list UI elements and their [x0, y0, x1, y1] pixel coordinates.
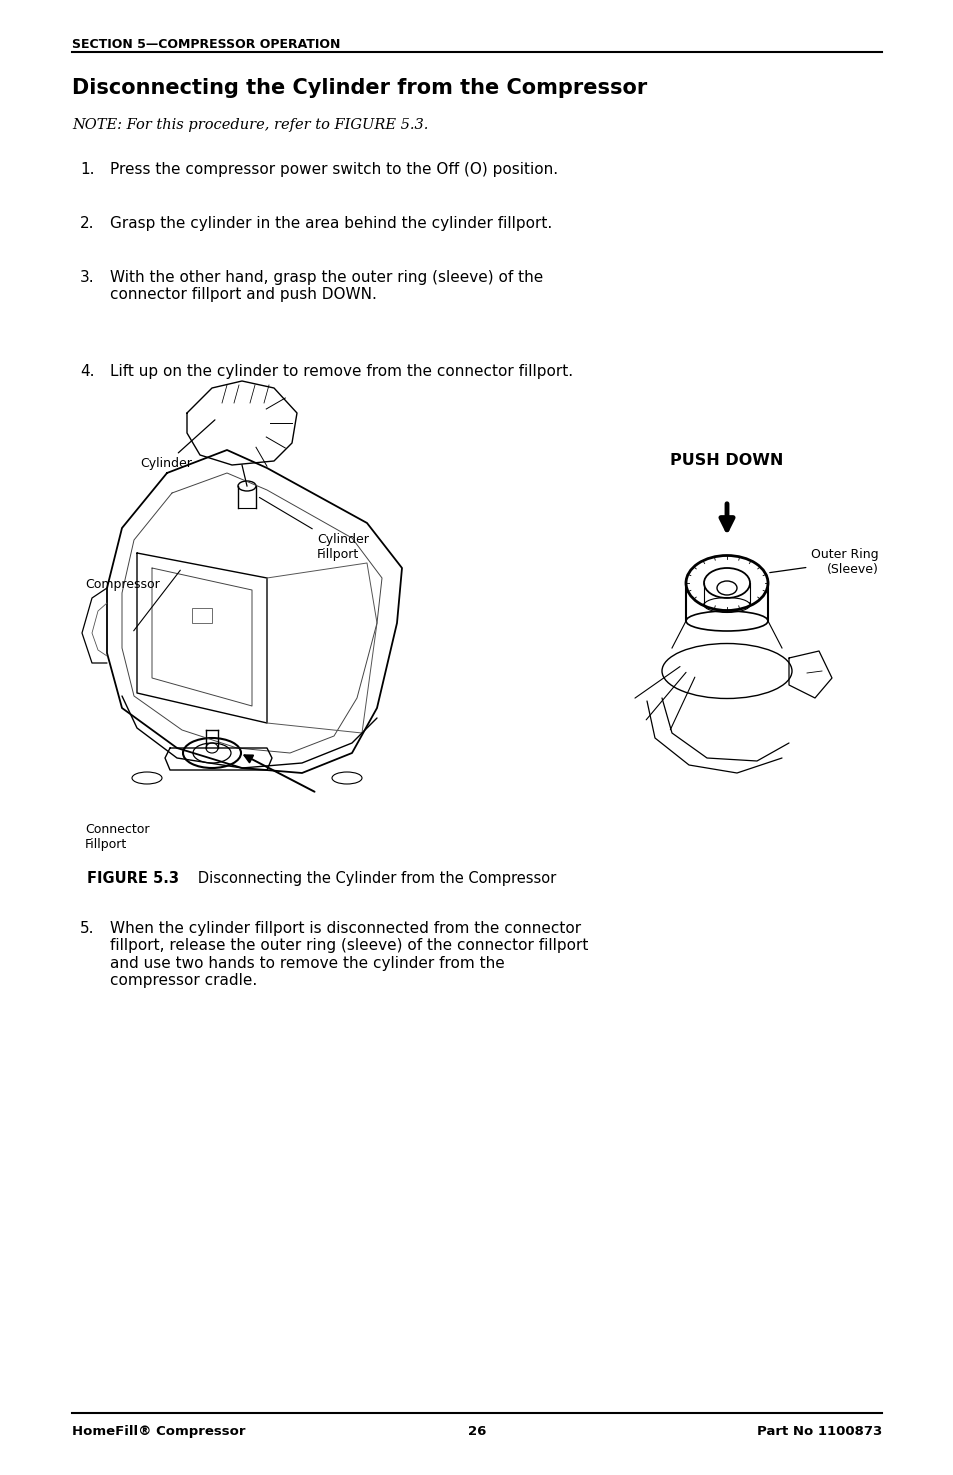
Text: 3.: 3. — [80, 270, 94, 285]
Text: When the cylinder fillport is disconnected from the connector
fillport, release : When the cylinder fillport is disconnect… — [110, 920, 588, 988]
Text: NOTE: For this procedure, refer to FIGURE 5.3.: NOTE: For this procedure, refer to FIGUR… — [71, 118, 428, 131]
Text: Part No 1100873: Part No 1100873 — [756, 1425, 882, 1438]
Text: Compressor: Compressor — [85, 578, 159, 591]
Text: SECTION 5—COMPRESSOR OPERATION: SECTION 5—COMPRESSOR OPERATION — [71, 38, 340, 52]
Text: FIGURE 5.3: FIGURE 5.3 — [87, 872, 179, 886]
Text: With the other hand, grasp the outer ring (sleeve) of the
connector fillport and: With the other hand, grasp the outer rin… — [110, 270, 542, 302]
Text: Grasp the cylinder in the area behind the cylinder fillport.: Grasp the cylinder in the area behind th… — [110, 215, 552, 232]
Text: HomeFill® Compressor: HomeFill® Compressor — [71, 1425, 245, 1438]
Text: Press the compressor power switch to the Off (O) position.: Press the compressor power switch to the… — [110, 162, 558, 177]
Text: 5.: 5. — [80, 920, 94, 937]
Text: Connector
Fillport: Connector Fillport — [85, 823, 150, 851]
Text: 2.: 2. — [80, 215, 94, 232]
Text: Disconnecting the Cylinder from the Compressor: Disconnecting the Cylinder from the Comp… — [71, 78, 646, 97]
Text: 26: 26 — [467, 1425, 486, 1438]
Text: Lift up on the cylinder to remove from the connector fillport.: Lift up on the cylinder to remove from t… — [110, 364, 573, 379]
Bar — [192, 608, 212, 622]
Text: Cylinder
Fillport: Cylinder Fillport — [259, 497, 369, 560]
Text: Disconnecting the Cylinder from the Compressor: Disconnecting the Cylinder from the Comp… — [184, 872, 556, 886]
Text: 1.: 1. — [80, 162, 94, 177]
Text: PUSH DOWN: PUSH DOWN — [670, 453, 782, 468]
Text: 4.: 4. — [80, 364, 94, 379]
Text: Outer Ring
(Sleeve): Outer Ring (Sleeve) — [769, 549, 878, 577]
Text: Cylinder: Cylinder — [140, 420, 214, 471]
